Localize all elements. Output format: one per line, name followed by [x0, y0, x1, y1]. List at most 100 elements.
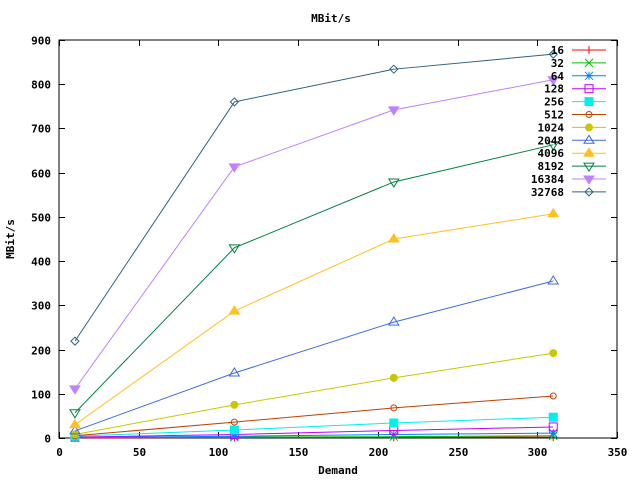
- series-8192: [69, 141, 560, 419]
- filled-box-marker-icon: [389, 418, 399, 428]
- triangle-marker-icon: [69, 424, 81, 435]
- star-marker-icon: [548, 428, 558, 438]
- x-tick-label: 350: [608, 446, 628, 459]
- box-marker-icon: [584, 84, 594, 94]
- series-16384: [69, 76, 560, 395]
- filled-triangle-marker-icon: [69, 418, 81, 429]
- y-tick-label: 300: [31, 300, 51, 313]
- y-tick-label: 800: [31, 79, 51, 92]
- x-tick-label: 300: [528, 446, 548, 459]
- inv-triangle-marker-icon: [69, 409, 81, 419]
- star-marker-icon: [230, 431, 239, 441]
- legend-label: 64: [551, 70, 565, 83]
- legend-item: 8192: [538, 160, 606, 173]
- circle-marker-icon: [585, 111, 593, 118]
- x-tick-label: 50: [133, 446, 146, 459]
- series-line: [74, 79, 554, 390]
- triangle-marker-icon: [583, 134, 595, 144]
- chart-title: MBit/s: [311, 12, 351, 25]
- inv-triangle-marker-icon: [228, 244, 241, 254]
- series-32768: [70, 49, 558, 346]
- series-line: [74, 352, 554, 435]
- series-layer: [69, 49, 560, 442]
- series-line: [74, 280, 554, 432]
- series-line: [74, 144, 554, 414]
- legend-label: 1024: [538, 121, 565, 134]
- filled-triangle-marker-icon: [583, 147, 595, 157]
- series-line: [74, 432, 554, 439]
- x-tick-label: 150: [289, 446, 309, 459]
- diamond-marker-icon: [389, 64, 399, 74]
- y-tick-label: 400: [31, 256, 51, 269]
- legend: 1632641282565121024204840968192163843276…: [531, 44, 606, 199]
- filled-circle-marker-icon: [389, 373, 398, 382]
- series-line: [74, 395, 554, 437]
- x-tick-label: 0: [56, 446, 63, 459]
- legend-item: 32768: [531, 186, 606, 199]
- legend-label: 512: [544, 109, 564, 122]
- legend-label: 32768: [531, 186, 564, 199]
- triangle-marker-icon: [547, 275, 560, 285]
- filled-inv-triangle-marker-icon: [583, 175, 595, 185]
- legend-label: 16: [551, 44, 565, 57]
- y-tick-label: 100: [31, 389, 51, 402]
- filled-circle-marker-icon: [585, 123, 593, 132]
- filled-triangle-marker-icon: [228, 305, 241, 315]
- legend-item: 1024: [538, 121, 606, 134]
- legend-item: 16384: [531, 173, 606, 186]
- series-line: [74, 426, 554, 438]
- series-512: [71, 392, 557, 440]
- filled-triangle-marker-icon: [547, 207, 560, 218]
- legend-label: 2048: [538, 134, 565, 147]
- legend-label: 128: [544, 83, 564, 96]
- y-axis-label: MBit/s: [4, 219, 17, 259]
- series-line: [74, 416, 554, 437]
- circle-marker-icon: [230, 418, 238, 426]
- filled-box-marker-icon: [548, 412, 558, 422]
- legend-item: 256: [544, 96, 606, 109]
- legend-label: 16384: [531, 173, 564, 186]
- y-tick-label: 200: [31, 345, 51, 358]
- legend-item: 16: [551, 44, 606, 57]
- axes: 0 100 200 300 400 500 600 700 800 900 0 50 100 150 200…: [31, 35, 627, 460]
- series-4096: [69, 207, 560, 429]
- x-tick-label: 200: [369, 446, 389, 459]
- triangle-marker-icon: [387, 316, 400, 326]
- box-marker-icon: [548, 422, 558, 432]
- filled-circle-marker-icon: [230, 400, 239, 409]
- legend-item: 32: [551, 57, 606, 70]
- circle-marker-icon: [549, 392, 557, 400]
- cross-marker-icon: [584, 58, 594, 68]
- filled-inv-triangle-marker-icon: [547, 76, 560, 86]
- legend-item: 2048: [538, 134, 606, 147]
- y-tick-label: 600: [31, 168, 51, 181]
- series-line: [74, 213, 554, 426]
- diamond-marker-icon: [229, 97, 240, 107]
- series-64: [70, 428, 558, 442]
- x-tick-label: 100: [209, 446, 229, 459]
- filled-inv-triangle-marker-icon: [228, 163, 241, 173]
- legend-label: 8192: [538, 160, 565, 173]
- series-line: [74, 53, 554, 342]
- inv-triangle-marker-icon: [547, 141, 560, 151]
- filled-box-marker-icon: [229, 425, 239, 435]
- y-tick-label: 900: [31, 35, 51, 48]
- diamond-marker-icon: [584, 187, 594, 197]
- filled-inv-triangle-marker-icon: [387, 106, 400, 116]
- legend-item: 4096: [538, 147, 606, 160]
- filled-box-marker-icon: [584, 97, 594, 107]
- filled-triangle-marker-icon: [387, 233, 400, 243]
- x-axis-label: Demand: [318, 464, 358, 477]
- circle-marker-icon: [390, 404, 398, 412]
- y-tick-label: 500: [31, 212, 51, 225]
- legend-label: 4096: [538, 147, 565, 160]
- triangle-marker-icon: [228, 367, 241, 377]
- legend-item: 64: [551, 70, 606, 83]
- filled-circle-marker-icon: [549, 349, 558, 358]
- y-tick-label: 700: [31, 123, 51, 136]
- filled-circle-marker-icon: [70, 430, 79, 439]
- diamond-marker-icon: [548, 49, 558, 59]
- plus-marker-icon: [585, 46, 593, 54]
